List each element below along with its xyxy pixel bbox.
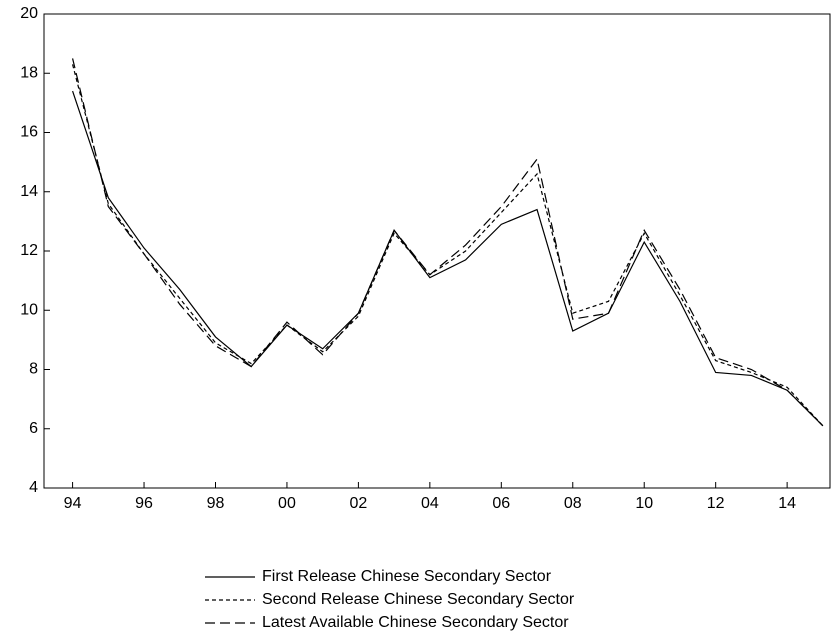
y-tick-label: 20 (20, 5, 38, 22)
legend-label: Latest Available Chinese Secondary Secto… (262, 614, 569, 631)
x-tick-label: 12 (707, 495, 725, 512)
y-tick-label: 6 (29, 420, 38, 437)
series-line (72, 90, 824, 427)
y-tick-label: 4 (29, 479, 38, 496)
x-tick-label: 14 (778, 495, 796, 512)
x-tick-label: 06 (492, 495, 510, 512)
legend-label: First Release Chinese Secondary Sector (262, 568, 552, 585)
y-tick-label: 10 (20, 301, 38, 318)
x-tick-label: 96 (135, 495, 153, 512)
y-tick-label: 16 (20, 124, 38, 141)
y-tick-label: 18 (20, 64, 38, 81)
x-tick-label: 02 (350, 495, 368, 512)
plot-frame (43, 13, 831, 489)
y-tick-label: 14 (20, 183, 38, 200)
y-tick-label: 12 (20, 242, 38, 259)
x-tick-label: 94 (64, 495, 82, 512)
x-tick-label: 04 (421, 495, 439, 512)
x-tick-label: 08 (564, 495, 582, 512)
legend-label: Second Release Chinese Secondary Sector (262, 591, 575, 608)
x-tick-label: 10 (635, 495, 653, 512)
series-line (71, 58, 824, 427)
y-tick-label: 8 (29, 361, 38, 378)
x-tick-label: 00 (278, 495, 296, 512)
x-tick-label: 98 (207, 495, 225, 512)
series-line (72, 64, 824, 427)
